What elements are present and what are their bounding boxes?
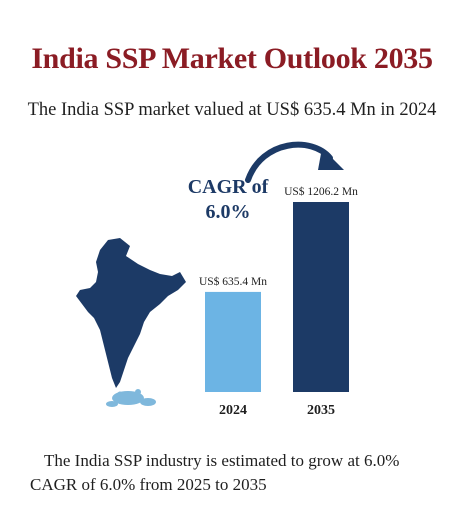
page-title: India SSP Market Outlook 2035: [31, 42, 433, 75]
category-label-2024: 2024: [219, 403, 247, 418]
fertilizer-granules-icon: [106, 389, 156, 407]
value-label-2035: US$ 1206.2 Mn: [284, 185, 358, 198]
category-label-2035: 2035: [307, 403, 335, 418]
bar-2024: [205, 291, 261, 392]
page-subtitle: The India SSP market valued at US$ 635.4…: [27, 100, 437, 120]
cagr-label-line2: 6.0%: [205, 201, 251, 223]
footer-line1: The India SSP industry is estimated to g…: [44, 451, 400, 470]
india-map-icon: [76, 238, 186, 388]
footer-note: The India SSP industry is estimated to g…: [0, 449, 464, 497]
bar-2035: [293, 202, 349, 392]
cagr-label: CAGR of 6.0%: [182, 175, 274, 225]
value-label-2024: US$ 635.4 Mn: [199, 275, 267, 288]
cagr-label-line1: CAGR of: [187, 176, 269, 198]
growth-arrow-icon: [245, 141, 344, 183]
bars-layer: US$ 635.4 Mn 2024 US$ 1206.2 Mn 2035: [199, 185, 358, 418]
footer-line2: CAGR of 6.0% from 2025 to 2035: [30, 475, 267, 494]
